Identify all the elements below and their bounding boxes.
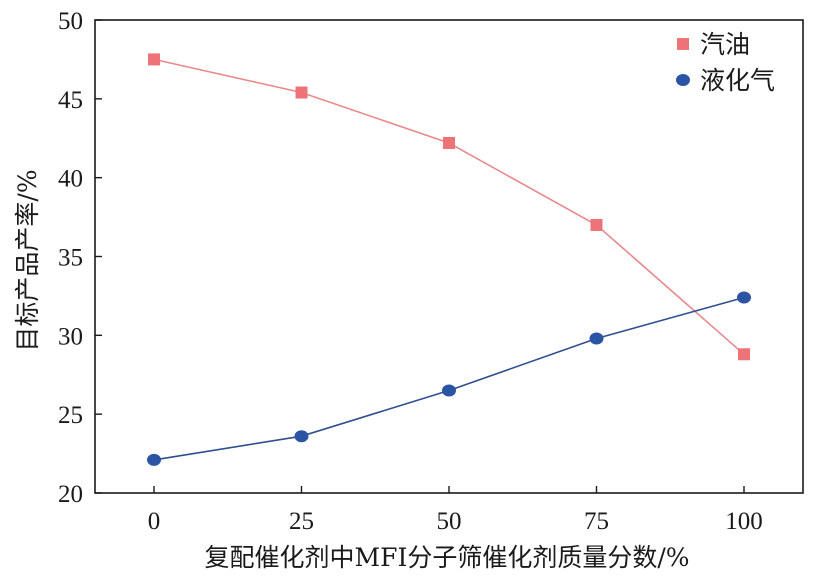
series-line bbox=[153, 296, 745, 461]
x-tick-label: 75 bbox=[584, 508, 609, 535]
x-tick-label: 0 bbox=[148, 508, 161, 535]
data-point bbox=[443, 136, 455, 149]
data-point bbox=[147, 453, 161, 466]
legend-label: 汽油 bbox=[700, 30, 750, 59]
ticks: 0 25 50 75 100 20 25 30 35 40 45 50 bbox=[58, 8, 763, 535]
series-1 bbox=[148, 53, 750, 361]
axes bbox=[94, 19, 804, 494]
legend-item: 汽油 bbox=[677, 30, 750, 59]
data-point bbox=[294, 430, 309, 443]
legend-marker bbox=[676, 74, 690, 86]
data-point bbox=[737, 291, 751, 304]
legend-marker bbox=[677, 38, 689, 50]
data-point bbox=[148, 53, 160, 66]
data-point bbox=[589, 332, 604, 345]
y-tick-label: 35 bbox=[58, 245, 83, 272]
y-tick-label: 40 bbox=[58, 166, 83, 193]
y-tick-label: 20 bbox=[58, 481, 83, 508]
legend-label: 液化气 bbox=[700, 66, 775, 95]
x-axis-title: 复配催化剂中MFI分子筛催化剂质量分数/% bbox=[205, 543, 690, 572]
x-tick-label: 100 bbox=[725, 508, 763, 535]
series-line bbox=[153, 58, 745, 355]
data-point bbox=[590, 218, 603, 231]
series-layer bbox=[147, 53, 751, 466]
plot-frame bbox=[94, 19, 804, 494]
x-tick-label: 50 bbox=[437, 508, 462, 535]
legend-item: 液化气 bbox=[676, 66, 775, 95]
data-point bbox=[295, 86, 308, 99]
y-tick-label: 50 bbox=[58, 8, 83, 35]
data-point bbox=[738, 348, 750, 361]
series-2 bbox=[147, 291, 751, 466]
y-tick-label: 25 bbox=[58, 402, 83, 429]
y-axis-title: 目标产品产率/% bbox=[13, 169, 42, 351]
x-tick-label: 25 bbox=[289, 508, 314, 535]
y-tick-label: 30 bbox=[58, 323, 83, 350]
y-tick-label: 45 bbox=[58, 87, 83, 114]
data-point bbox=[442, 384, 456, 397]
